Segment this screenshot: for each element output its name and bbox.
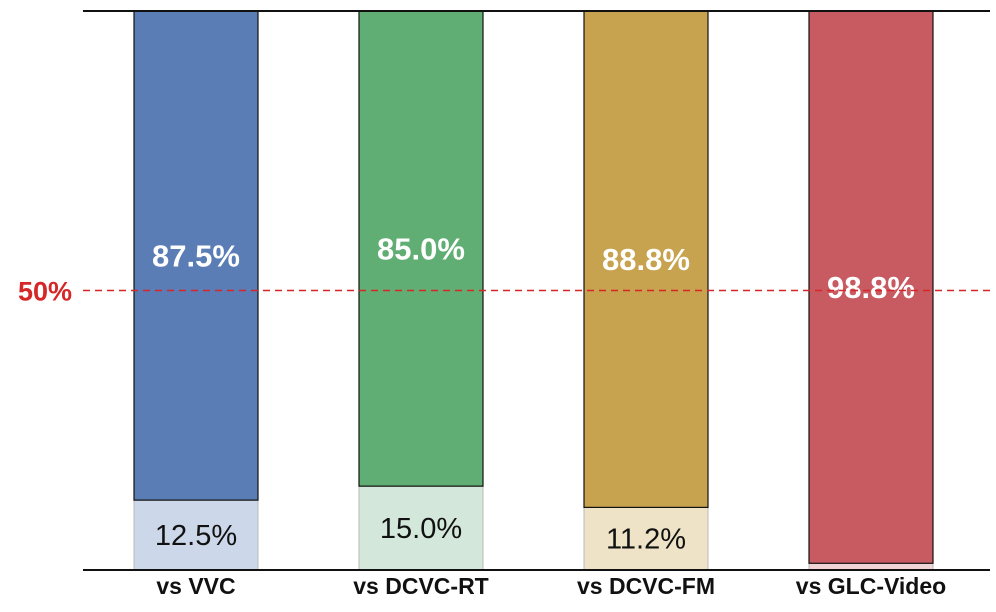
category-label-vs-vvc: vs VVC — [156, 573, 235, 599]
bar-bottom-label-vs-dcvc-fm: 11.2% — [606, 524, 686, 556]
bar-bottom-label-vs-vvc: 12.5% — [155, 520, 237, 552]
bar-top-vs-dcvc-fm — [583, 10, 709, 508]
category-labels: vs VVC vs DCVC-RT vs DCVC-FM vs GLC-Video — [156, 573, 946, 599]
bar-top-vs-vvc — [133, 10, 259, 501]
reference-line-label: 50% — [18, 277, 72, 307]
bar-top-vs-glc-video — [808, 10, 934, 564]
bar-bottom-vs-glc-video — [808, 562, 934, 571]
bar-top-label-vs-dcvc-rt: 85.0% — [377, 232, 465, 267]
category-label-vs-dcvc-rt: vs DCVC-RT — [353, 573, 488, 599]
bar-top-label-vs-glc-video: 98.8% — [827, 270, 915, 305]
bar-top-label-vs-vvc: 87.5% — [152, 239, 240, 274]
bar-bottom-label-vs-dcvc-rt: 15.0% — [380, 513, 462, 545]
bar-bottom-vs-dcvc-rt — [358, 485, 484, 571]
bar-bottom-vs-vvc — [133, 499, 259, 571]
category-label-vs-dcvc-fm: vs DCVC-FM — [577, 573, 715, 599]
bar-top-label-vs-dcvc-fm: 88.8% — [602, 242, 690, 277]
category-label-vs-glc-video: vs GLC-Video — [796, 573, 946, 599]
